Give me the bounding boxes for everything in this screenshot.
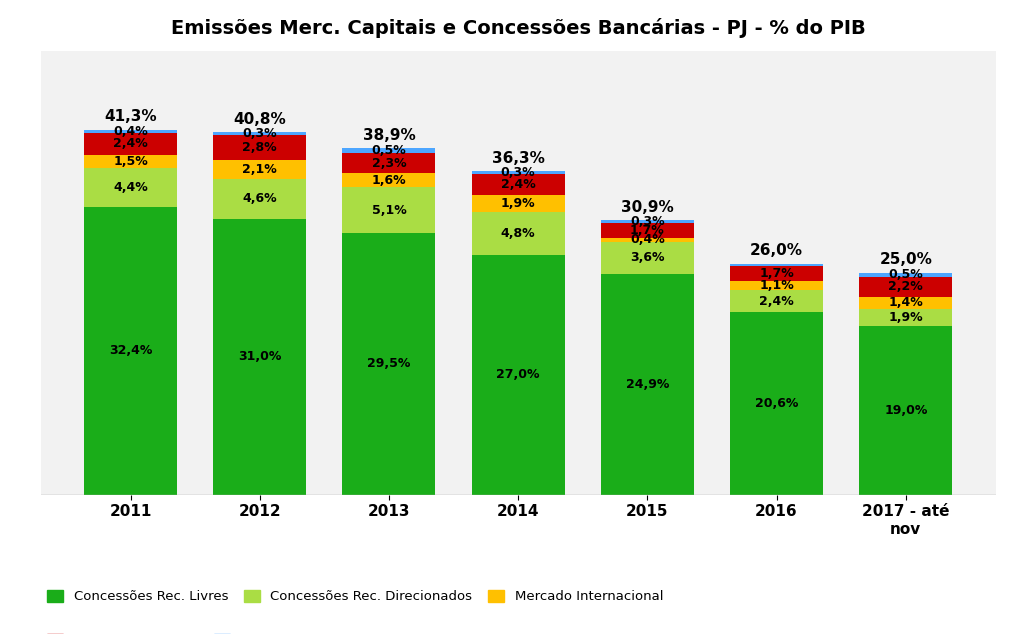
Bar (731, 290, 823, 312)
Text: 1,9%: 1,9% (888, 311, 924, 324)
Bar (600, 273, 694, 495)
Text: 2,8%: 2,8% (243, 141, 277, 154)
Bar (860, 273, 952, 277)
Text: 2,4%: 2,4% (501, 178, 535, 191)
Bar (860, 326, 952, 495)
Text: 4,6%: 4,6% (243, 193, 277, 205)
Text: 0,3%: 0,3% (501, 166, 535, 179)
Text: 24,9%: 24,9% (626, 377, 670, 391)
Text: 0,4%: 0,4% (113, 125, 148, 138)
Bar (471, 174, 565, 195)
Bar (213, 219, 306, 495)
Bar (213, 179, 306, 219)
Text: 0,4%: 0,4% (630, 233, 664, 246)
Text: 25,0%: 25,0% (879, 252, 933, 268)
Text: 2,2%: 2,2% (888, 280, 924, 294)
Text: 38,9%: 38,9% (363, 128, 416, 143)
Text: 0,3%: 0,3% (630, 215, 664, 228)
Bar (84, 133, 177, 155)
Text: 2,4%: 2,4% (113, 138, 148, 150)
Text: 19,0%: 19,0% (884, 404, 928, 417)
Bar (471, 171, 565, 174)
Bar (600, 238, 694, 242)
Text: 20,6%: 20,6% (755, 397, 799, 410)
Bar (600, 242, 694, 273)
Text: 0,5%: 0,5% (888, 268, 924, 281)
Bar (84, 168, 177, 207)
Text: 36,3%: 36,3% (492, 151, 545, 166)
Bar (600, 223, 694, 238)
Bar (600, 220, 694, 223)
Bar (84, 207, 177, 495)
Text: 31,0%: 31,0% (238, 351, 281, 363)
Text: 41,3%: 41,3% (105, 110, 156, 124)
Bar (731, 312, 823, 495)
Bar (731, 266, 823, 281)
Bar (471, 195, 565, 212)
Bar (213, 133, 306, 135)
Bar (471, 255, 565, 495)
Text: 32,4%: 32,4% (109, 344, 152, 357)
Text: 29,5%: 29,5% (367, 357, 410, 370)
Bar (860, 297, 952, 309)
Bar (342, 148, 436, 153)
Text: 0,3%: 0,3% (243, 127, 277, 140)
Text: 1,1%: 1,1% (759, 279, 793, 292)
Text: 30,9%: 30,9% (621, 200, 674, 215)
Text: 27,0%: 27,0% (497, 368, 539, 381)
Text: 2,1%: 2,1% (243, 163, 277, 176)
Bar (860, 277, 952, 297)
Bar (342, 173, 436, 188)
Text: 26,0%: 26,0% (750, 243, 803, 259)
Title: Emissões Merc. Capitais e Concessões Bancárias - PJ - % do PIB: Emissões Merc. Capitais e Concessões Ban… (171, 18, 866, 38)
Text: 1,6%: 1,6% (372, 174, 406, 187)
Text: 4,8%: 4,8% (501, 227, 535, 240)
Text: 2,3%: 2,3% (372, 157, 406, 169)
Bar (860, 309, 952, 326)
Text: 2,4%: 2,4% (759, 295, 793, 307)
Bar (342, 188, 436, 233)
Text: 1,5%: 1,5% (113, 155, 148, 168)
Bar (471, 212, 565, 255)
Bar (731, 281, 823, 290)
Text: 4,4%: 4,4% (113, 181, 148, 194)
Text: 3,6%: 3,6% (630, 251, 664, 264)
Text: 0,5%: 0,5% (372, 144, 406, 157)
Bar (731, 264, 823, 266)
Bar (84, 155, 177, 168)
Bar (84, 130, 177, 133)
Text: 1,9%: 1,9% (501, 197, 535, 210)
Bar (342, 153, 436, 173)
Bar (213, 135, 306, 160)
Text: 40,8%: 40,8% (234, 112, 287, 127)
Bar (342, 233, 436, 495)
Text: 1,7%: 1,7% (759, 266, 793, 280)
Text: 5,1%: 5,1% (372, 204, 406, 217)
Bar (213, 160, 306, 179)
Text: 1,4%: 1,4% (888, 296, 924, 309)
Text: 1,7%: 1,7% (630, 224, 664, 237)
